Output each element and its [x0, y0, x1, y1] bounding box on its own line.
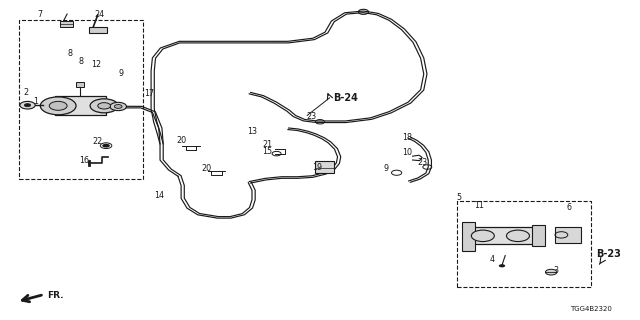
Text: 19: 19 [312, 164, 322, 172]
Bar [55, 96, 106, 116]
Bar [89, 27, 107, 33]
Circle shape [49, 101, 67, 110]
Circle shape [98, 103, 111, 109]
Text: 2: 2 [24, 88, 29, 97]
Circle shape [102, 144, 110, 148]
Text: 6: 6 [566, 203, 572, 212]
Circle shape [506, 230, 529, 242]
Circle shape [90, 99, 118, 113]
Bar [19, 20, 143, 179]
Text: 15: 15 [262, 147, 273, 156]
Circle shape [471, 230, 494, 242]
Text: 3: 3 [554, 266, 559, 276]
Bar [60, 21, 73, 27]
Text: 12: 12 [92, 60, 102, 69]
Bar [458, 201, 591, 287]
Text: B-23: B-23 [596, 249, 621, 259]
Bar [315, 161, 334, 173]
Circle shape [20, 101, 35, 109]
Text: 8: 8 [79, 57, 84, 66]
Text: 24: 24 [95, 10, 105, 19]
Text: 23: 23 [307, 113, 317, 122]
Circle shape [40, 97, 76, 115]
Text: 4: 4 [490, 255, 495, 264]
Circle shape [110, 102, 127, 111]
Text: 5: 5 [456, 193, 461, 202]
Text: 13: 13 [246, 127, 257, 136]
Text: 9: 9 [383, 164, 388, 173]
Text: 23: 23 [417, 158, 428, 167]
Circle shape [115, 105, 122, 108]
Text: B-24: B-24 [333, 93, 358, 103]
Text: 20: 20 [177, 136, 186, 145]
Bar [555, 227, 580, 243]
Circle shape [499, 264, 505, 268]
Text: 20: 20 [201, 164, 211, 173]
Text: FR.: FR. [47, 291, 63, 300]
Text: 1: 1 [33, 97, 38, 106]
Text: 8: 8 [67, 49, 72, 58]
Text: TGG4B2320: TGG4B2320 [570, 306, 612, 312]
Circle shape [545, 269, 557, 275]
Text: 7: 7 [38, 10, 43, 19]
Bar [76, 82, 84, 87]
Bar [532, 225, 545, 246]
Text: 17: 17 [144, 89, 154, 98]
Text: 22: 22 [93, 137, 103, 146]
Text: 14: 14 [154, 191, 164, 200]
Bar [462, 222, 474, 251]
Text: 9: 9 [118, 68, 124, 77]
Text: 18: 18 [402, 133, 412, 142]
Circle shape [24, 104, 31, 107]
Text: 11: 11 [475, 201, 484, 210]
Text: 21: 21 [262, 140, 272, 148]
Text: 10: 10 [402, 148, 412, 157]
Text: 16: 16 [79, 156, 89, 165]
Bar [472, 227, 532, 244]
